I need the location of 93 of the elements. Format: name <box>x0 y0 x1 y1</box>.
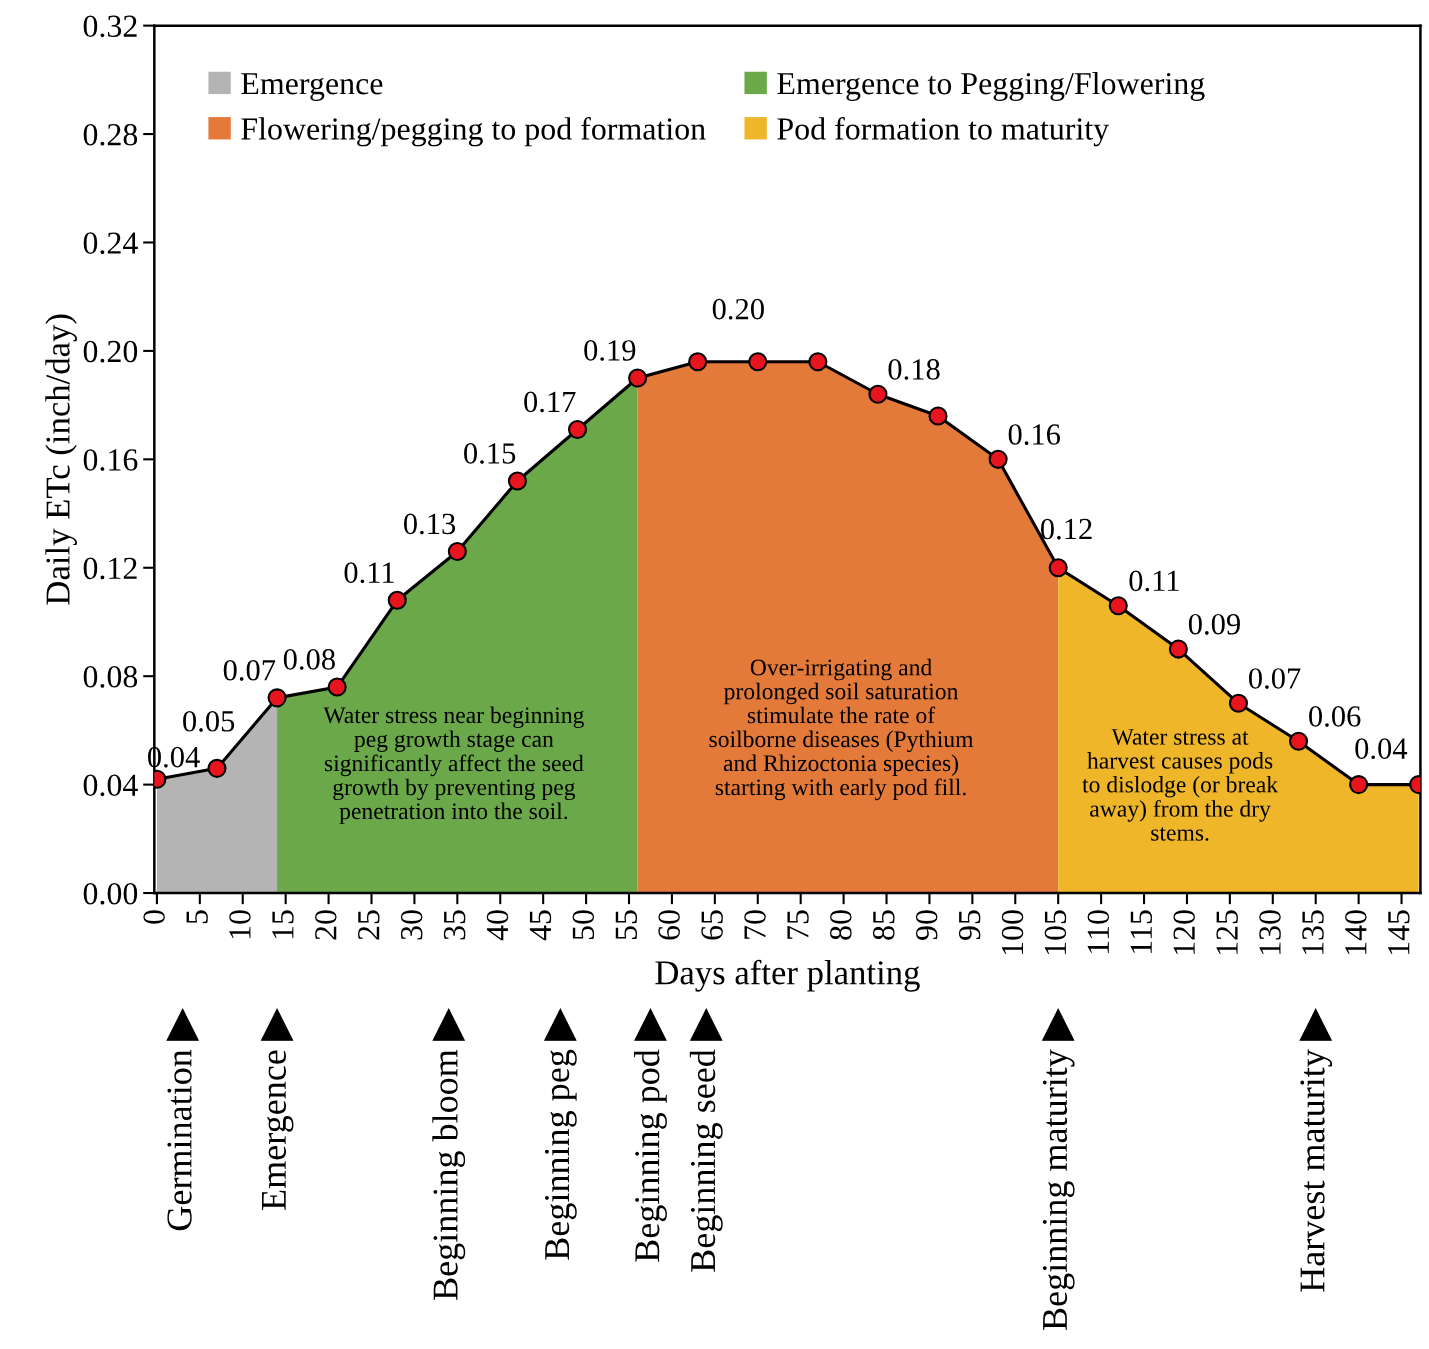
point <box>1228 693 1248 713</box>
y-tick-label: 0.16 <box>83 449 138 471</box>
x-tick-label: 10 <box>229 910 251 939</box>
x-tick-label: 40 <box>486 910 509 941</box>
x-tick-label: 0 <box>143 910 165 924</box>
text: Germination <box>167 1049 192 1231</box>
text: Beginning bloom <box>432 1049 466 1300</box>
x-tick-label: 115 <box>1130 910 1153 953</box>
text: Harvest maturity <box>1300 1049 1333 1292</box>
point <box>267 688 287 708</box>
point <box>1168 639 1188 659</box>
annotation: Over-irrigating and prolonged soil saturation stimulate the rate of soilborne diseases (Pythium and Rhizoctonia species) starting with early pod fill. <box>709 658 974 801</box>
x-tick-label: 145 <box>1388 910 1410 955</box>
point <box>1288 731 1309 751</box>
y-tick-label: 0.12 <box>83 557 137 580</box>
x-tick-label: 5 <box>186 910 208 924</box>
y-tick-label: 0.24 <box>83 232 138 255</box>
annotation: Water stress near beginning peg growth stage can significantly affect the seed growth by preventing peg penetration into the soil. <box>323 706 584 824</box>
point <box>567 419 588 440</box>
x-tick-label: 65 <box>701 910 723 940</box>
x-tick-label: 130 <box>1259 910 1281 955</box>
point <box>507 471 527 491</box>
data-label: 0.19 <box>584 340 636 361</box>
x-tick-label: 95 <box>958 910 981 940</box>
point <box>988 449 1008 469</box>
point <box>748 352 768 372</box>
point <box>928 406 948 426</box>
x-tick-label: 110 <box>1087 910 1110 953</box>
legend-label: Pod formation to maturity <box>777 116 1110 147</box>
point <box>207 758 227 778</box>
text: Beginning pod <box>634 1049 667 1262</box>
point <box>868 384 888 404</box>
x-tick-label: 70 <box>744 910 766 939</box>
y-tick-label: 0.20 <box>83 340 138 363</box>
data-label: 0.11 <box>344 562 394 584</box>
x-tick-label: 30 <box>400 910 423 940</box>
x-tick-label: 80 <box>830 910 852 940</box>
data-label: 0.07 <box>223 659 276 681</box>
point <box>327 677 347 697</box>
point <box>808 352 828 372</box>
x-tick-label: 50 <box>572 910 595 940</box>
x-tick-label: 25 <box>358 910 380 940</box>
data-label: 0.15 <box>464 443 516 464</box>
x-tick-label: 120 <box>1173 910 1195 955</box>
y-tick-label: 0.00 <box>83 882 138 905</box>
x-tick-label: 55 <box>615 910 638 940</box>
data-label: 0.17 <box>524 391 576 413</box>
data-label: 0.13 <box>403 513 456 535</box>
legend-label: Emergence to Pegging/Flowering <box>777 71 1205 101</box>
data-label: 0.11 <box>1129 570 1179 592</box>
point <box>1108 596 1128 616</box>
text: Beginning peg <box>545 1049 577 1260</box>
y-tick-label: 0.08 <box>83 666 138 688</box>
data-label: 0.06 <box>1309 706 1361 727</box>
data-label: 0.07 <box>1248 668 1301 689</box>
text: Beginning seed <box>689 1049 723 1272</box>
x-tick-label: 105 <box>1044 910 1067 955</box>
point <box>1349 775 1369 795</box>
x-tick-label: 20 <box>315 910 337 940</box>
legend-label: Flowering/pegging to pod formation <box>241 116 706 147</box>
point <box>628 368 648 388</box>
x-tick-label: 45 <box>529 910 552 941</box>
annotation: Water stress at harvest causes pods to dislodge (or break away) from the dry stems. <box>1082 729 1279 841</box>
x-tick-label: 90 <box>915 910 938 940</box>
data-label: 0.08 <box>283 649 335 670</box>
x-tick-label: 15 <box>272 910 294 939</box>
point <box>1048 558 1068 578</box>
legend-label: Emergence <box>241 73 383 101</box>
data-label: 0.04 <box>1355 738 1408 760</box>
data-label: 0.16 <box>1008 424 1061 445</box>
x-tick-label: 135 <box>1302 910 1324 955</box>
y-tick-label: 0.28 <box>83 123 138 146</box>
point <box>447 541 467 562</box>
data-label: 0.09 <box>1188 613 1240 635</box>
data-label: 0.20 <box>712 298 764 320</box>
x-tick-label: 85 <box>872 910 895 940</box>
x-axis-title: Days after planting <box>655 959 920 992</box>
data-label: 0.05 <box>183 710 235 732</box>
point <box>688 352 708 372</box>
data-label: 0.12 <box>1040 518 1092 540</box>
text: Emergence <box>262 1050 294 1210</box>
x-tick-label: 60 <box>658 910 680 940</box>
x-tick-label: 140 <box>1345 910 1367 955</box>
y-tick-label: 0.04 <box>83 774 138 797</box>
point <box>387 590 407 610</box>
y-axis-title: Daily ETc (inch/day) <box>45 314 77 605</box>
text: Beginning maturity <box>1042 1049 1075 1330</box>
x-tick-label: 35 <box>443 910 466 940</box>
data-label: 0.18 <box>888 359 940 380</box>
x-tick-label: 75 <box>787 910 809 939</box>
y-tick-label: 0.32 <box>83 15 137 38</box>
x-tick-label: 125 <box>1216 910 1238 955</box>
x-tick-label: 100 <box>1001 910 1024 955</box>
